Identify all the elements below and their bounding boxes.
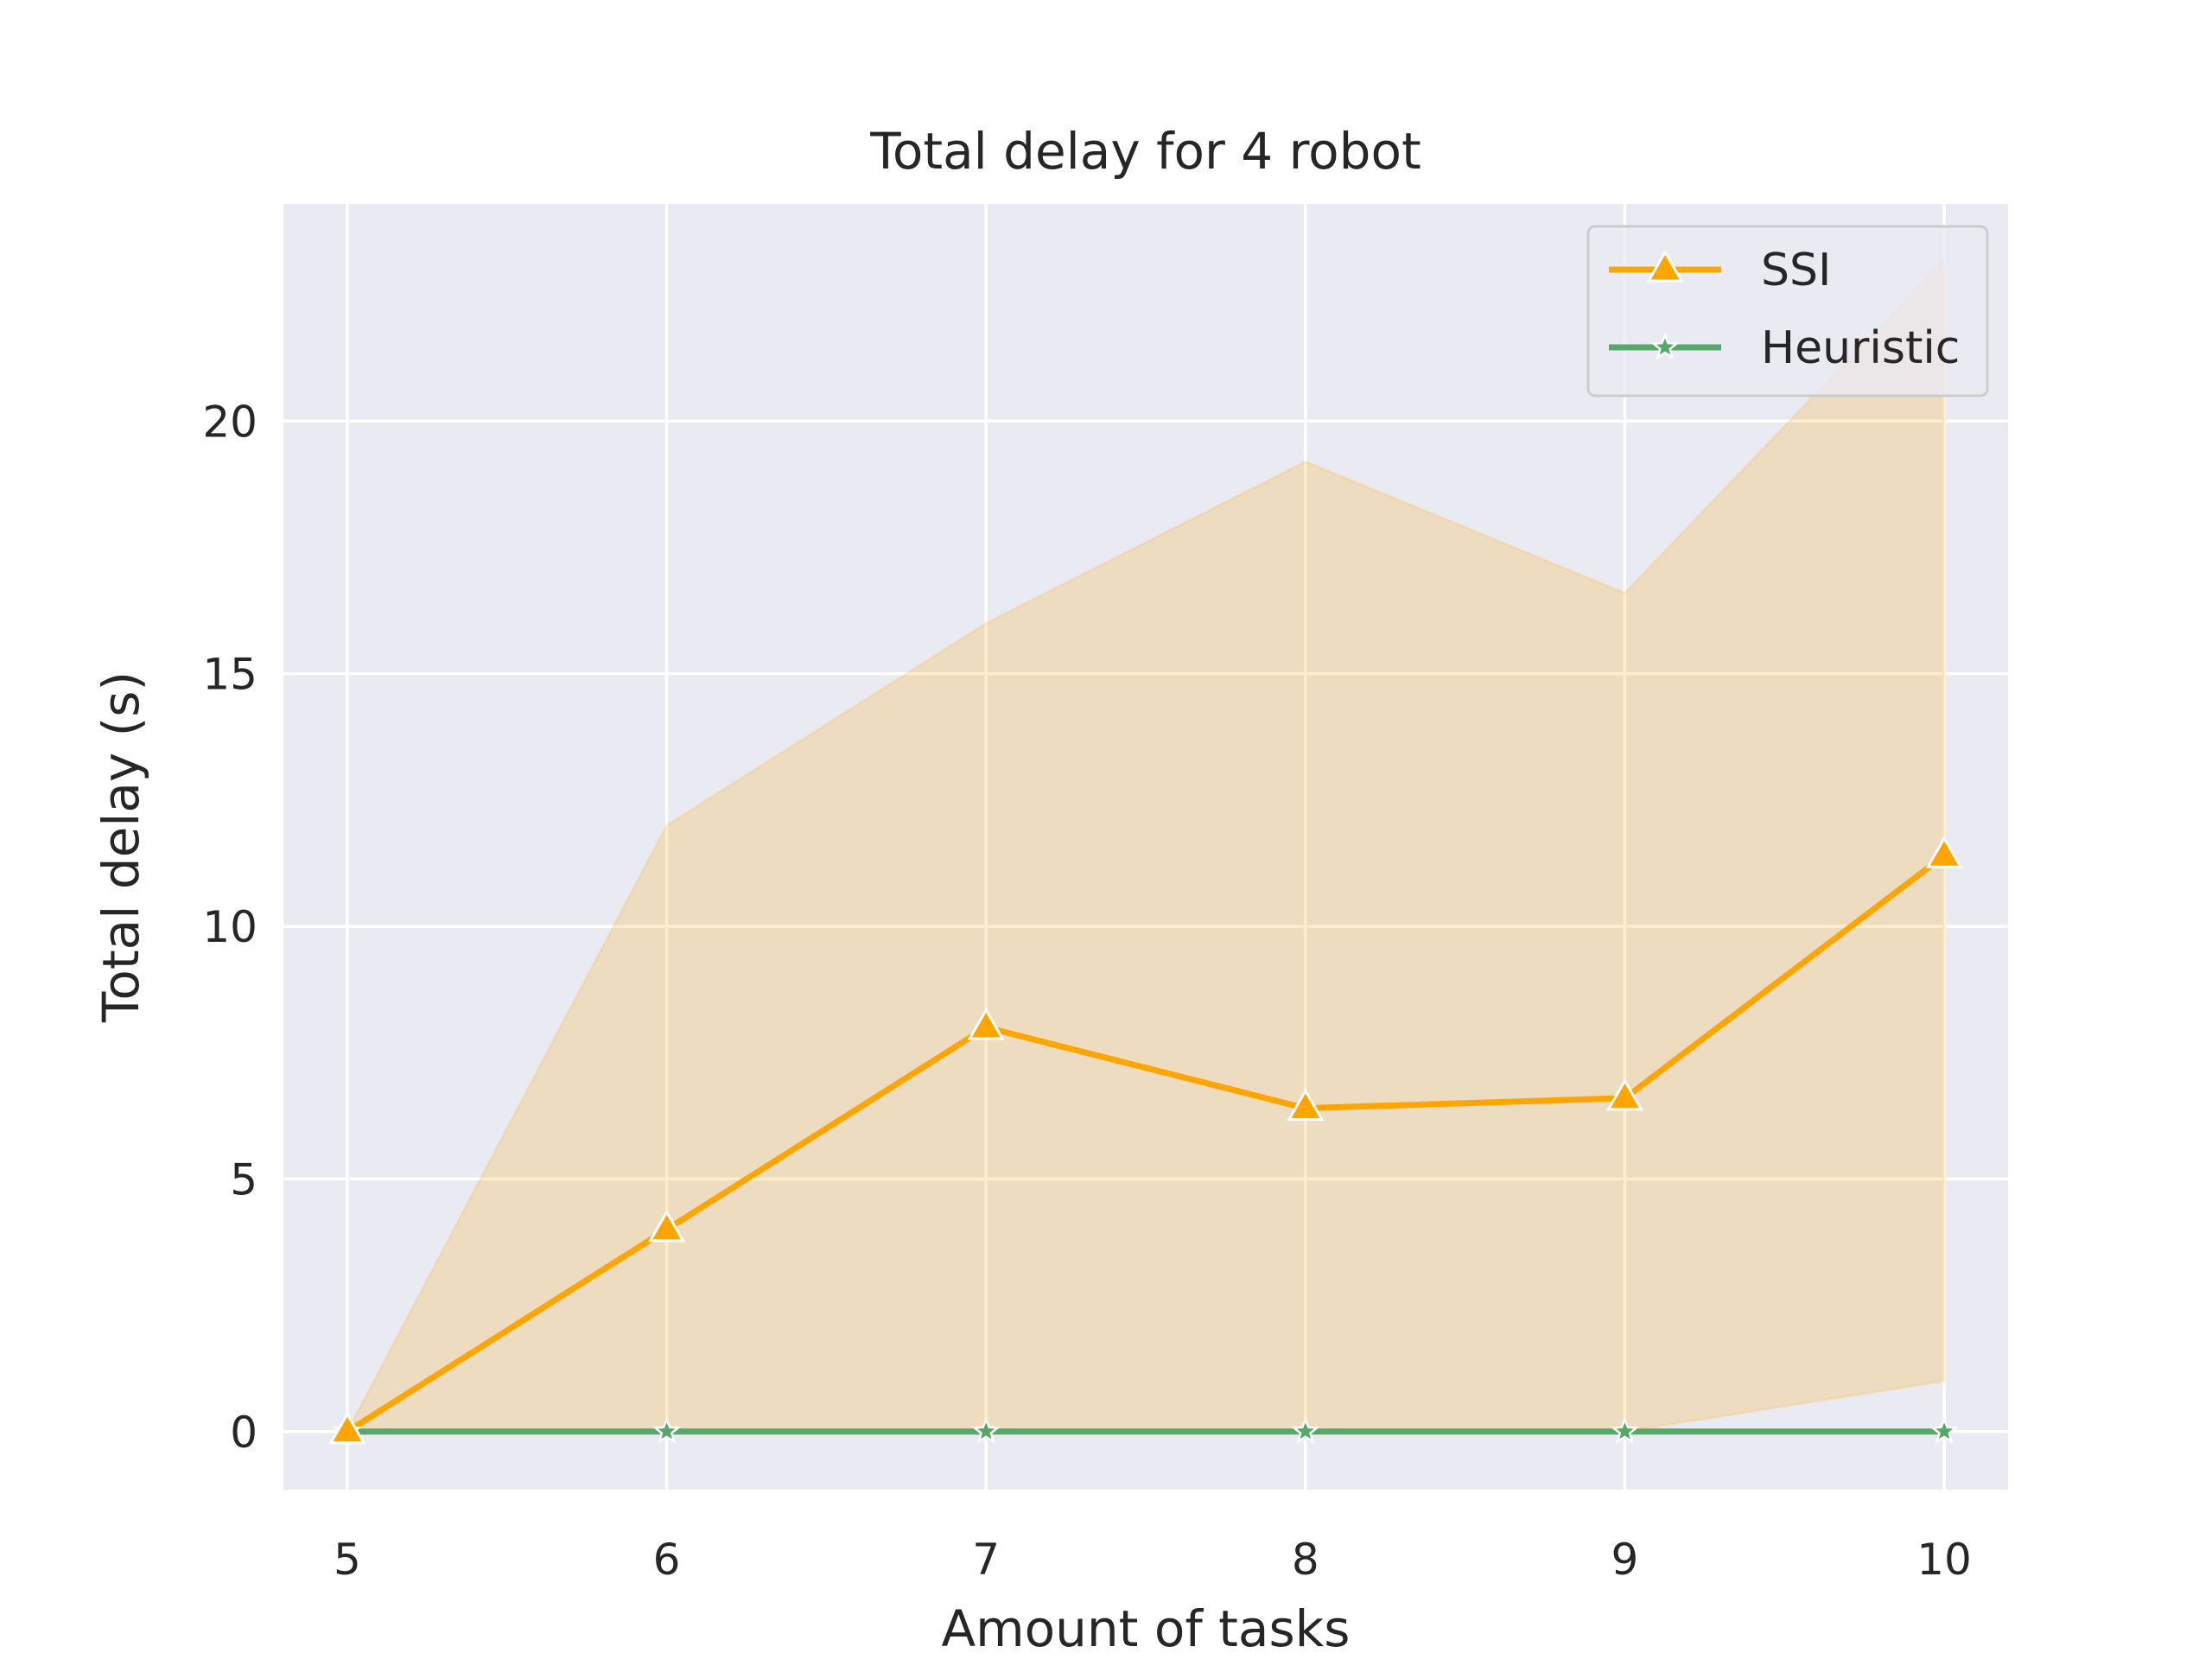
y-axis-label: Total delay (s) bbox=[92, 671, 150, 1023]
chart-title: Total delay for 4 robot bbox=[869, 122, 1421, 181]
x-tick-label: 8 bbox=[1292, 1535, 1319, 1585]
legend-label-ssi: SSI bbox=[1761, 245, 1831, 296]
plot-area bbox=[283, 204, 2008, 1490]
legend: SSI Heuristic bbox=[1586, 225, 1989, 397]
x-tick-label: 5 bbox=[334, 1535, 361, 1585]
x-tick-label: 6 bbox=[653, 1535, 681, 1585]
x-axis-label: Amount of tasks bbox=[941, 1599, 1350, 1658]
point-heuristic bbox=[1291, 1416, 1320, 1444]
y-tick-label: 0 bbox=[230, 1408, 257, 1458]
point-ssi bbox=[1925, 836, 1963, 868]
x-tick-label: 7 bbox=[972, 1535, 1000, 1585]
y-tick-label: 5 bbox=[230, 1154, 257, 1205]
point-ssi bbox=[1287, 1088, 1325, 1122]
y-tick-label: 10 bbox=[202, 902, 257, 952]
x-axis-ticks: 5 6 7 8 9 10 bbox=[334, 1535, 1972, 1585]
legend-marker bbox=[1650, 332, 1680, 360]
y-axis-ticks: 0 5 10 15 20 bbox=[202, 397, 257, 1457]
point-ssi bbox=[1605, 1077, 1644, 1111]
point-heuristic bbox=[971, 1416, 1001, 1444]
point-ssi bbox=[328, 1411, 366, 1445]
x-tick-label: 10 bbox=[1916, 1535, 1972, 1585]
line-ssi bbox=[346, 853, 1947, 1434]
point-heuristic bbox=[1929, 1416, 1959, 1444]
y-tick-label: 20 bbox=[202, 397, 257, 447]
x-tick-label: 9 bbox=[1611, 1535, 1639, 1585]
point-ssi bbox=[967, 1007, 1005, 1040]
legend-marker bbox=[1646, 249, 1684, 283]
series-lines bbox=[346, 853, 1947, 1435]
y-tick-label: 15 bbox=[202, 650, 257, 700]
point-heuristic bbox=[1610, 1416, 1640, 1444]
point-heuristic bbox=[652, 1416, 682, 1444]
series-markers bbox=[328, 836, 1963, 1445]
point-ssi bbox=[647, 1209, 686, 1243]
legend-label-heuristic: Heuristic bbox=[1761, 322, 1960, 374]
